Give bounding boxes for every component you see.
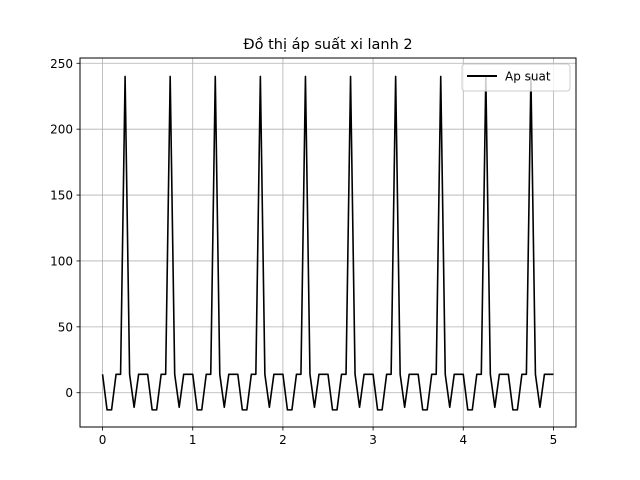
plot-frame: [79, 57, 577, 428]
x-tick-label: 1: [189, 433, 197, 447]
x-tick-label: 2: [279, 433, 287, 447]
legend-label: Ap suat: [505, 70, 551, 84]
grid: [80, 58, 576, 427]
y-tick-label: 250: [50, 57, 73, 71]
y-tick-label: 200: [50, 123, 73, 137]
y-tick-label: 100: [50, 254, 73, 268]
series-layer: [101, 75, 554, 411]
y-tick-label: 0: [65, 386, 73, 400]
legend-box: [461, 63, 571, 92]
legend: Ap suat: [461, 63, 571, 92]
y-tick-label: 150: [50, 189, 73, 203]
chart-title: Đồ thị áp suất xi lanh 2: [243, 36, 412, 53]
y-tick-label: 50: [58, 320, 73, 334]
x-tick-label: 5: [550, 433, 558, 447]
x-tick-label: 4: [459, 433, 467, 447]
x-tick-label: 3: [369, 433, 377, 447]
series-line-ap-suat: [101, 75, 554, 411]
x-tick-label: 0: [99, 433, 107, 447]
